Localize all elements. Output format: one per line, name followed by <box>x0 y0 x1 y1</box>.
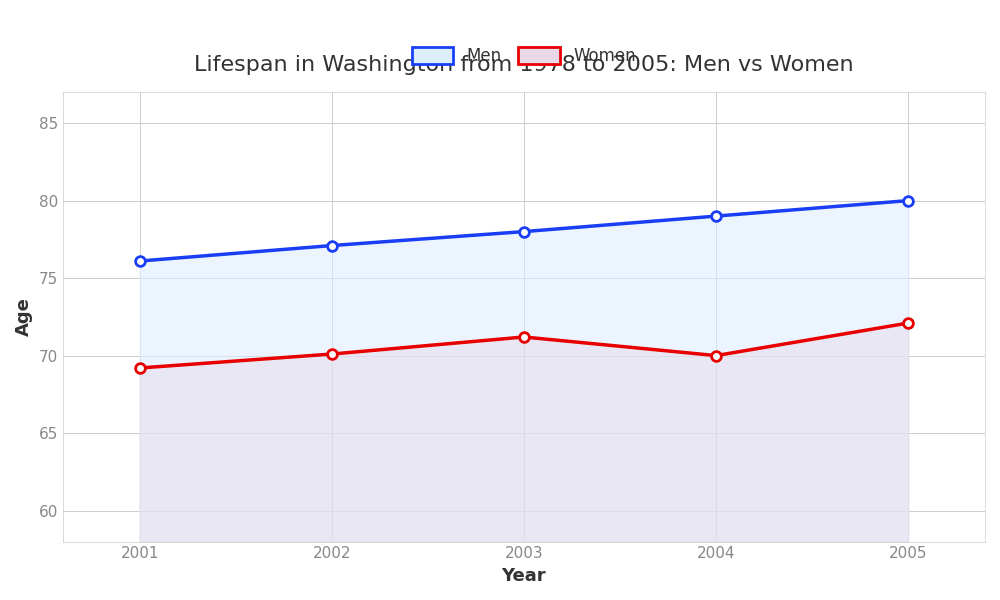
Title: Lifespan in Washington from 1978 to 2005: Men vs Women: Lifespan in Washington from 1978 to 2005… <box>194 55 854 75</box>
X-axis label: Year: Year <box>502 567 546 585</box>
Legend: Men, Women: Men, Women <box>412 47 636 65</box>
Y-axis label: Age: Age <box>15 298 33 336</box>
